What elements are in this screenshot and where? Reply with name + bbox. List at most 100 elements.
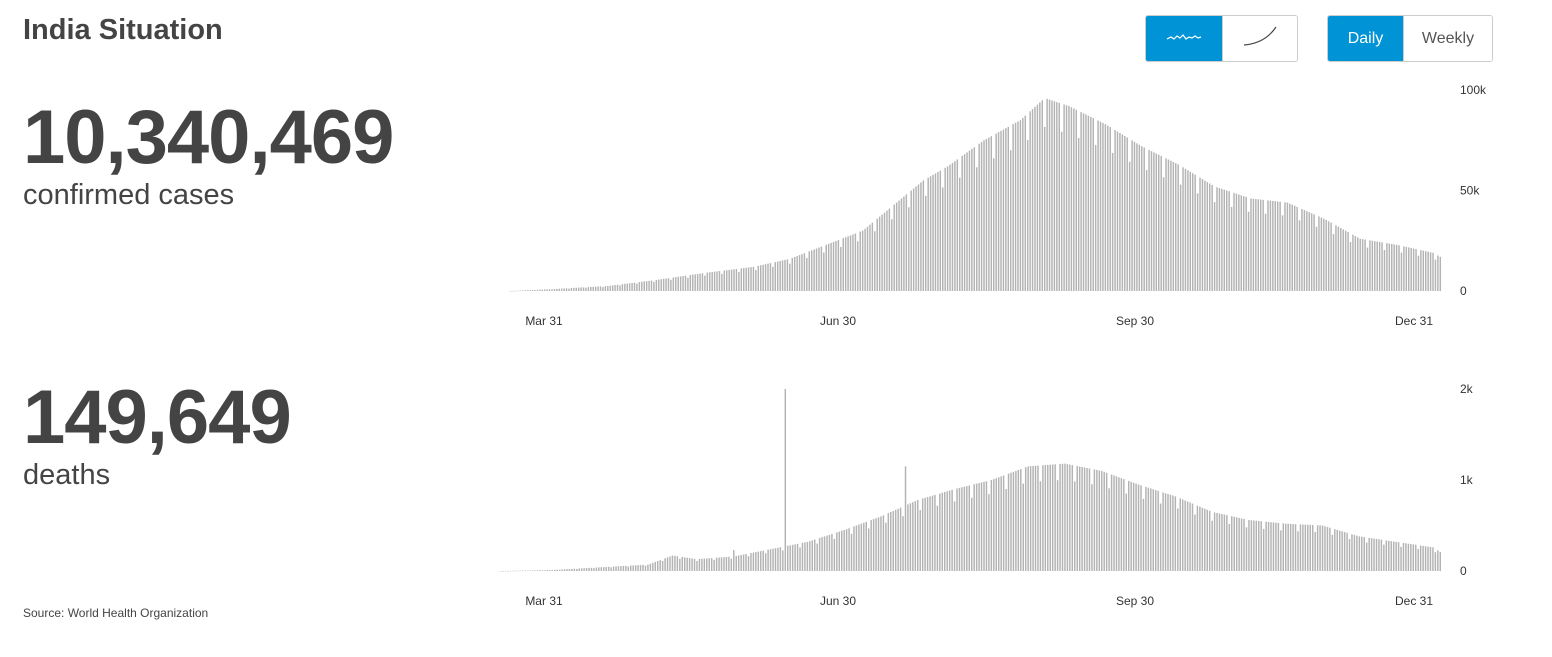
bar [634, 565, 637, 571]
bar [1347, 232, 1349, 291]
bar [693, 558, 696, 571]
bar [801, 542, 804, 571]
bar [1012, 471, 1015, 571]
bar [626, 283, 628, 291]
bar [1082, 113, 1085, 291]
bar [1243, 518, 1245, 571]
bar [627, 566, 630, 571]
bar [1223, 189, 1226, 291]
bar [956, 159, 959, 291]
bar [963, 154, 966, 291]
bar [1041, 100, 1043, 291]
bar [1182, 167, 1184, 291]
bar [1092, 118, 1094, 291]
bar [1368, 537, 1370, 571]
bar [1111, 152, 1114, 291]
cumulative-curve-button[interactable] [1222, 16, 1297, 61]
bar [934, 173, 937, 291]
bar [1177, 164, 1179, 291]
bar [1009, 150, 1012, 291]
bar [1365, 542, 1368, 571]
bar [1373, 538, 1375, 571]
bar [750, 267, 752, 291]
bar [942, 187, 944, 291]
bar [1233, 516, 1235, 571]
bar [1060, 131, 1063, 291]
bar [946, 491, 948, 571]
bar [1196, 505, 1199, 571]
bar [696, 273, 699, 291]
daily-button[interactable]: Daily [1328, 16, 1403, 61]
bar [997, 132, 1000, 291]
cases-label: confirmed cases [23, 179, 235, 211]
daily-curve-button[interactable] [1146, 16, 1222, 61]
bar [1051, 464, 1054, 571]
bar [612, 566, 615, 571]
bar [565, 288, 568, 291]
bar [1267, 521, 1270, 571]
bar [859, 231, 861, 291]
bar [1159, 503, 1162, 571]
bar [1402, 542, 1405, 571]
bar [648, 280, 650, 291]
bar [605, 566, 607, 571]
bar [1047, 464, 1049, 571]
bar [1221, 188, 1223, 291]
bar [975, 483, 978, 571]
bar [826, 535, 828, 571]
bar [1419, 545, 1422, 571]
bar [1216, 512, 1218, 571]
bar [1417, 549, 1419, 571]
bar [767, 549, 769, 571]
bar [932, 174, 934, 291]
bar [666, 557, 669, 571]
bar [798, 255, 801, 291]
bar [1349, 242, 1352, 291]
bar [587, 287, 590, 291]
bar [578, 568, 580, 571]
bar [1059, 463, 1061, 571]
bar [558, 569, 561, 571]
bar [543, 289, 546, 291]
bar [730, 558, 733, 571]
bar [1042, 465, 1044, 571]
weekly-button[interactable]: Weekly [1403, 16, 1492, 61]
bar [1141, 146, 1143, 291]
bar [1378, 539, 1380, 571]
bar [1022, 117, 1024, 291]
bar [1191, 503, 1194, 571]
bar [1311, 525, 1314, 571]
bar [1115, 476, 1118, 571]
y-tick-label: 50k [1460, 184, 1480, 198]
bar [1439, 256, 1442, 291]
bar [1056, 102, 1058, 291]
bar [517, 290, 519, 292]
bar [1069, 464, 1071, 571]
bar [1000, 130, 1002, 291]
bar [1148, 149, 1150, 291]
bar [1172, 161, 1175, 291]
bar [669, 556, 671, 571]
bar [539, 570, 541, 571]
bar [925, 195, 927, 291]
x-tick-label: Sep 30 [1116, 314, 1154, 328]
bar [1250, 520, 1253, 571]
bar [677, 276, 679, 291]
bar [1039, 481, 1042, 571]
bar [718, 271, 721, 291]
bar [840, 530, 843, 571]
bar [997, 477, 1000, 571]
bar [1046, 98, 1048, 291]
bar [735, 555, 737, 571]
deaths-label: deaths [23, 459, 111, 491]
period-toggle: Daily Weekly [1327, 15, 1493, 62]
bar [1150, 151, 1153, 291]
bar [526, 570, 529, 571]
bar [1357, 237, 1359, 291]
bar [1238, 517, 1240, 571]
bar [1315, 226, 1318, 291]
bar [1184, 168, 1187, 291]
bar [787, 545, 789, 571]
bar [821, 537, 823, 571]
bar [740, 268, 743, 291]
